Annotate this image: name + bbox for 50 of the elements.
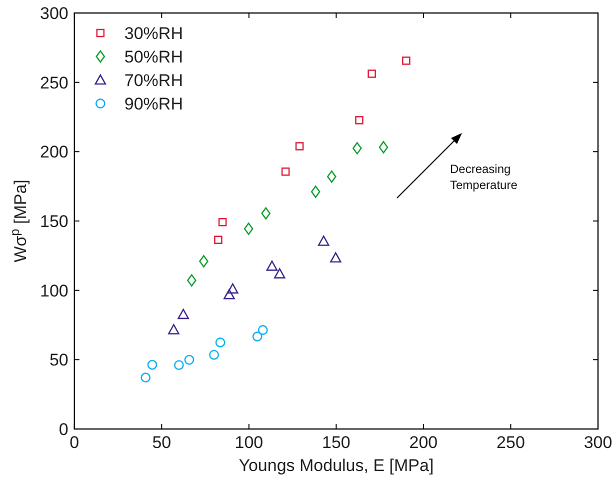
point [184, 354, 194, 365]
point [209, 350, 219, 360]
point [244, 222, 254, 235]
y-tick-label: 300 [40, 4, 68, 23]
x-tick-label: 100 [234, 433, 264, 452]
point [266, 260, 278, 271]
y-tick-label: 100 [40, 281, 68, 300]
point [330, 252, 342, 263]
point [187, 274, 196, 286]
point [261, 207, 271, 220]
legend-label: 30%RH [124, 24, 183, 43]
point [215, 338, 226, 348]
annotation: Decreasing Temperature [450, 162, 518, 192]
point [218, 218, 227, 226]
point [174, 360, 184, 370]
y-tick-label: 50 [49, 350, 68, 370]
point [281, 167, 290, 176]
point [355, 116, 364, 124]
x-tick-label: 50 [152, 433, 172, 452]
point [310, 186, 320, 198]
point [402, 56, 410, 65]
point [318, 236, 330, 246]
point [168, 324, 180, 334]
point [214, 236, 222, 244]
y-tick-label: 0 [58, 420, 68, 439]
x-tick-label: 150 [322, 433, 350, 452]
point [227, 283, 238, 294]
legend-label: 70%RH [124, 71, 183, 90]
x-axis-title: Youngs Modulus, E [MPa] [238, 456, 434, 475]
legend-label: 50%RH [124, 48, 183, 66]
point [252, 332, 262, 342]
point [178, 308, 189, 320]
point [295, 142, 304, 150]
point [140, 372, 151, 383]
point [368, 70, 376, 78]
x-tick-label: 200 [409, 433, 438, 452]
point [327, 170, 336, 183]
point [147, 360, 158, 370]
point [378, 141, 388, 154]
point [199, 255, 208, 268]
point [352, 142, 362, 154]
point [274, 268, 286, 278]
x-tick-label: 300 [584, 433, 612, 452]
point [258, 325, 268, 335]
y-tick-label: 200 [40, 142, 68, 162]
y-tick-label: 250 [40, 73, 68, 92]
y-tick-label: 150 [40, 212, 68, 231]
x-tick-label: 250 [496, 433, 525, 452]
legend-label: 90%RH [124, 94, 183, 114]
point [224, 288, 235, 300]
